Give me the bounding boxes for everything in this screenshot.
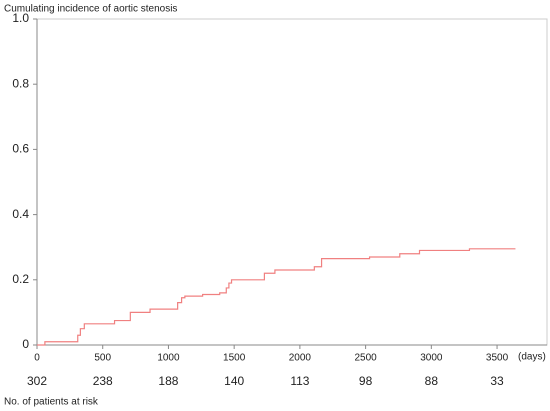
x-tick-label: 1000 <box>157 353 180 364</box>
y-tick-label: 0.8 <box>12 76 29 90</box>
x-tick-label: 3000 <box>420 353 443 364</box>
x-tick-label: 500 <box>94 353 111 364</box>
at-risk-count: 113 <box>290 374 309 388</box>
chart-title: Cumulating incidence of aortic stenosis <box>4 4 177 15</box>
y-tick-label: 0 <box>22 337 29 351</box>
at-risk-count: 88 <box>425 374 439 388</box>
at-risk-count: 98 <box>359 374 373 388</box>
at-risk-count: 188 <box>158 374 178 388</box>
at-risk-count: 140 <box>224 374 244 388</box>
at-risk-count: 302 <box>27 374 47 388</box>
x-tick-label: 0 <box>34 353 40 364</box>
x-axis-label: (days) <box>518 352 546 363</box>
y-tick-label: 0.2 <box>12 272 29 286</box>
x-tick-label: 3500 <box>486 353 509 364</box>
y-tick-label: 0.4 <box>12 207 29 221</box>
y-tick-label: 0.6 <box>12 142 29 156</box>
at-risk-count: 238 <box>93 374 113 388</box>
at-risk-count: 33 <box>490 374 504 388</box>
plot-frame <box>36 18 548 346</box>
x-tick-label: 2000 <box>289 353 312 364</box>
x-tick-label: 1500 <box>223 353 246 364</box>
x-tick-label: 2500 <box>354 353 377 364</box>
y-tick-label: 1.0 <box>12 11 29 25</box>
at-risk-label: No. of patients at risk <box>4 397 99 408</box>
step-line <box>37 248 516 346</box>
